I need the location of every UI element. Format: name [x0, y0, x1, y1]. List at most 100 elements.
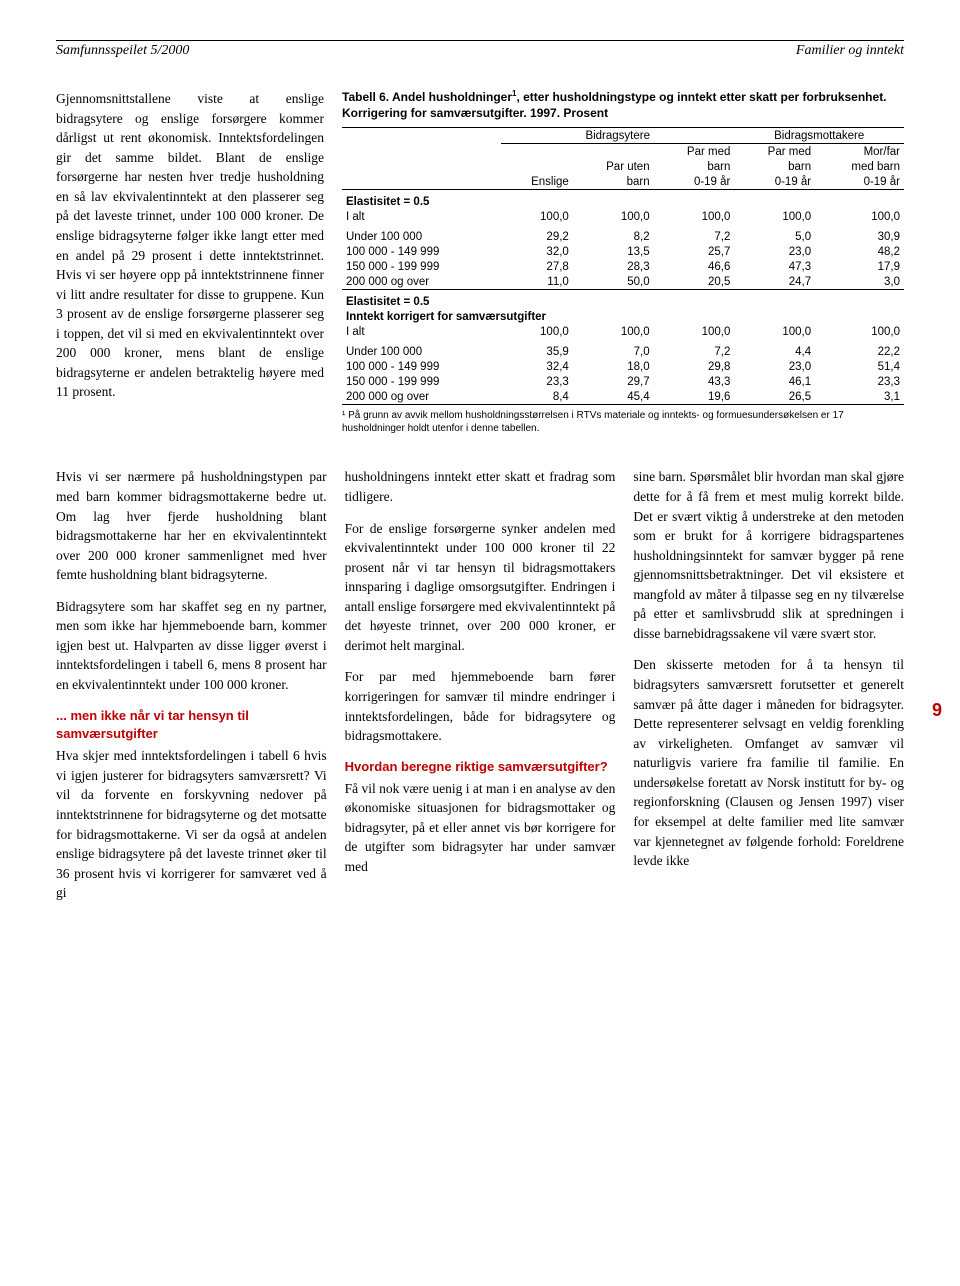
- c1-p2: Bidragsytere som har skaffet seg en ny p…: [56, 597, 327, 695]
- page-header: Samfunnsspeilet 5/2000 Familier og innte…: [56, 43, 904, 59]
- col3-h3: 0-19 år: [654, 174, 735, 190]
- cell-value: 47,3: [734, 259, 815, 274]
- table-title: Tabell 6. Andel husholdninger1, etter hu…: [342, 89, 904, 121]
- cell-value: 18,0: [573, 359, 654, 374]
- cell-value: 100,0: [734, 325, 815, 340]
- table-row: 150 000 - 199 99923,329,743,346,123,3: [342, 374, 904, 389]
- row-label: 100 000 - 149 999: [342, 244, 501, 259]
- header-rule: [56, 40, 904, 41]
- table-row: 150 000 - 199 99927,828,346,647,317,9: [342, 259, 904, 274]
- cell-value: 19,6: [654, 389, 735, 405]
- cell-value: 3,1: [815, 389, 904, 405]
- cell-value: 51,4: [815, 359, 904, 374]
- cell-value: 29,7: [573, 374, 654, 389]
- c3-p2: Den skisserte metoden for å ta hensyn ti…: [633, 655, 904, 870]
- row-label: 150 000 - 199 999: [342, 374, 501, 389]
- table-row: Under 100 00029,28,27,25,030,9: [342, 225, 904, 245]
- cell-value: 45,4: [573, 389, 654, 405]
- cell-value: 35,9: [501, 340, 573, 360]
- cell-value: 17,9: [815, 259, 904, 274]
- cell-value: 100,0: [654, 210, 735, 225]
- col4-h2: barn: [734, 159, 815, 174]
- col4-h3: 0-19 år: [734, 174, 815, 190]
- group-header-2: Bidragsmottakere: [734, 128, 904, 144]
- row-label: I alt: [342, 325, 501, 340]
- column-3: sine barn. Spørsmålet blir hvordan man s…: [633, 467, 904, 914]
- cell-value: 30,9: [815, 225, 904, 245]
- col2-h1: Par uten: [573, 159, 654, 174]
- cell-value: 7,2: [654, 340, 735, 360]
- cell-value: 100,0: [501, 210, 573, 225]
- row-label: Under 100 000: [342, 340, 501, 360]
- c1-p1: Hvis vi ser nærmere på husholdningstypen…: [56, 467, 327, 584]
- cell-value: 23,3: [501, 374, 573, 389]
- col5-h2: med barn: [815, 159, 904, 174]
- cell-value: 7,2: [654, 225, 735, 245]
- row-label: 200 000 og over: [342, 389, 501, 405]
- cell-value: 100,0: [734, 210, 815, 225]
- intro-paragraph: Gjennomsnittstallene viste at enslige bi…: [56, 89, 324, 453]
- table-row: I alt100,0100,0100,0100,0100,0: [342, 325, 904, 340]
- cell-value: 100,0: [501, 325, 573, 340]
- cell-value: 4,4: [734, 340, 815, 360]
- col1-h: Enslige: [501, 174, 573, 190]
- cell-value: 7,0: [573, 340, 654, 360]
- cell-value: 28,3: [573, 259, 654, 274]
- cell-value: 5,0: [734, 225, 815, 245]
- table-6: Tabell 6. Andel husholdninger1, etter hu…: [342, 89, 904, 435]
- row-label: 150 000 - 199 999: [342, 259, 501, 274]
- cell-value: 26,5: [734, 389, 815, 405]
- table-row: 100 000 - 149 99932,418,029,823,051,4: [342, 359, 904, 374]
- cell-value: 50,0: [573, 274, 654, 290]
- header-left: Samfunnsspeilet 5/2000: [56, 43, 189, 59]
- cell-value: 100,0: [573, 210, 654, 225]
- cell-value: 32,4: [501, 359, 573, 374]
- table-footnote: ¹ På grunn av avvik mellom husholdningss…: [342, 409, 904, 435]
- cell-value: 27,8: [501, 259, 573, 274]
- section1-label: Elastisitet = 0.5: [342, 190, 904, 210]
- data-table: Bidragsytere Bidragsmottakere Par med Pa…: [342, 127, 904, 405]
- c3-p1: sine barn. Spørsmålet blir hvordan man s…: [633, 467, 904, 643]
- table-row: Under 100 00035,97,07,24,422,2: [342, 340, 904, 360]
- row-label: 100 000 - 149 999: [342, 359, 501, 374]
- cell-value: 8,2: [573, 225, 654, 245]
- cell-value: 23,3: [815, 374, 904, 389]
- col5-h1: Mor/far: [815, 144, 904, 160]
- table-row: 200 000 og over8,445,419,626,53,1: [342, 389, 904, 405]
- section2-label-b: Inntekt korrigert for samværsutgifter: [342, 310, 904, 325]
- header-right: Familier og inntekt: [796, 43, 904, 59]
- c2-p1: husholdningens inntekt etter skatt et fr…: [345, 467, 616, 506]
- cell-value: 29,8: [654, 359, 735, 374]
- cell-value: 46,6: [654, 259, 735, 274]
- table-row: 200 000 og over11,050,020,524,73,0: [342, 274, 904, 290]
- row-label: Under 100 000: [342, 225, 501, 245]
- table-row: 100 000 - 149 99932,013,525,723,048,2: [342, 244, 904, 259]
- cell-value: 25,7: [654, 244, 735, 259]
- c1-p3: Hva skjer med inntektsfordelingen i tabe…: [56, 746, 327, 903]
- col4-h1: Par med: [734, 144, 815, 160]
- page-number: 9: [932, 700, 942, 721]
- col3-h1: Par med: [654, 144, 735, 160]
- group-header-1: Bidragsytere: [501, 128, 734, 144]
- col3-h2: barn: [654, 159, 735, 174]
- cell-value: 24,7: [734, 274, 815, 290]
- cell-value: 100,0: [815, 325, 904, 340]
- cell-value: 32,0: [501, 244, 573, 259]
- col5-h3: 0-19 år: [815, 174, 904, 190]
- c2-p3: For par med hjemmeboende barn fører korr…: [345, 667, 616, 745]
- col2-h2: barn: [573, 174, 654, 190]
- section2-label-a: Elastisitet = 0.5: [342, 290, 904, 310]
- row-label: 200 000 og over: [342, 274, 501, 290]
- cell-value: 20,5: [654, 274, 735, 290]
- cell-value: 23,0: [734, 359, 815, 374]
- cell-value: 43,3: [654, 374, 735, 389]
- row-label: I alt: [342, 210, 501, 225]
- c2-p4: Få vil nok være uenig i at man i en anal…: [345, 779, 616, 877]
- cell-value: 11,0: [501, 274, 573, 290]
- column-2: husholdningens inntekt etter skatt et fr…: [345, 467, 616, 914]
- cell-value: 100,0: [815, 210, 904, 225]
- cell-value: 3,0: [815, 274, 904, 290]
- cell-value: 13,5: [573, 244, 654, 259]
- cell-value: 46,1: [734, 374, 815, 389]
- cell-value: 100,0: [573, 325, 654, 340]
